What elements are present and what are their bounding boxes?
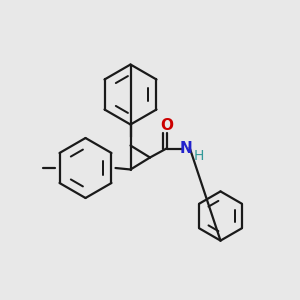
Text: N: N [180, 141, 192, 156]
Text: O: O [160, 118, 173, 133]
Text: H: H [194, 149, 204, 163]
